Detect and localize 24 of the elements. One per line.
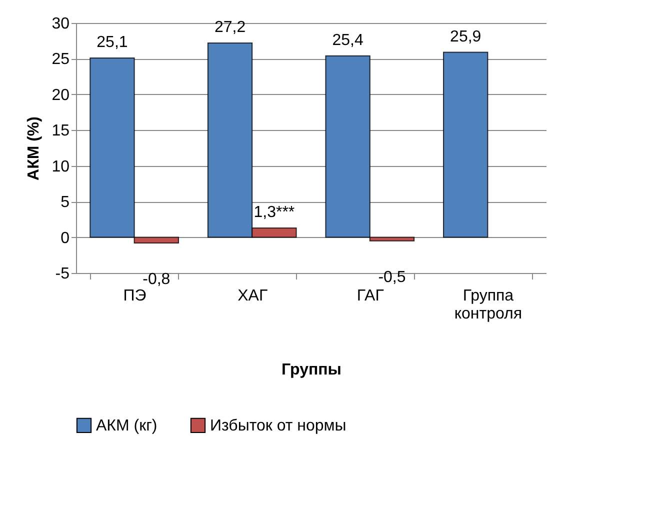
y-axis-title: АКМ (%) bbox=[26, 116, 43, 180]
data-label: -0,8 bbox=[142, 271, 170, 288]
data-label: 27,2 bbox=[214, 19, 246, 36]
x-tick-label: Группа контроля bbox=[454, 288, 522, 322]
y-tick-label: 10 bbox=[52, 158, 70, 176]
y-tick-label: -5 bbox=[55, 266, 70, 282]
x-tick-label: ХАГ bbox=[238, 288, 268, 304]
data-label: 25,4 bbox=[332, 32, 364, 49]
x-tick-label: ГАГ bbox=[356, 288, 384, 304]
legend-label: АКМ (кг) bbox=[96, 417, 158, 434]
y-tick-label: 5 bbox=[60, 194, 70, 212]
data-label: 1,3*** bbox=[254, 204, 295, 221]
data-label: -0,5 bbox=[378, 268, 406, 286]
y-tick-label: 30 bbox=[52, 16, 70, 32]
bar bbox=[443, 52, 488, 238]
x-tick-label: ПЭ bbox=[123, 288, 146, 304]
y-tick-label: 15 bbox=[52, 122, 70, 140]
x-axis-title: Группы bbox=[282, 362, 342, 378]
y-tick-label: 20 bbox=[52, 86, 70, 104]
legend-label: Избыток от нормы bbox=[210, 417, 346, 434]
y-tick-label: 0 bbox=[60, 230, 70, 247]
y-tick-label: 25 bbox=[52, 51, 70, 68]
data-label: 25,1 bbox=[96, 34, 128, 51]
data-label: 25,9 bbox=[450, 28, 482, 46]
